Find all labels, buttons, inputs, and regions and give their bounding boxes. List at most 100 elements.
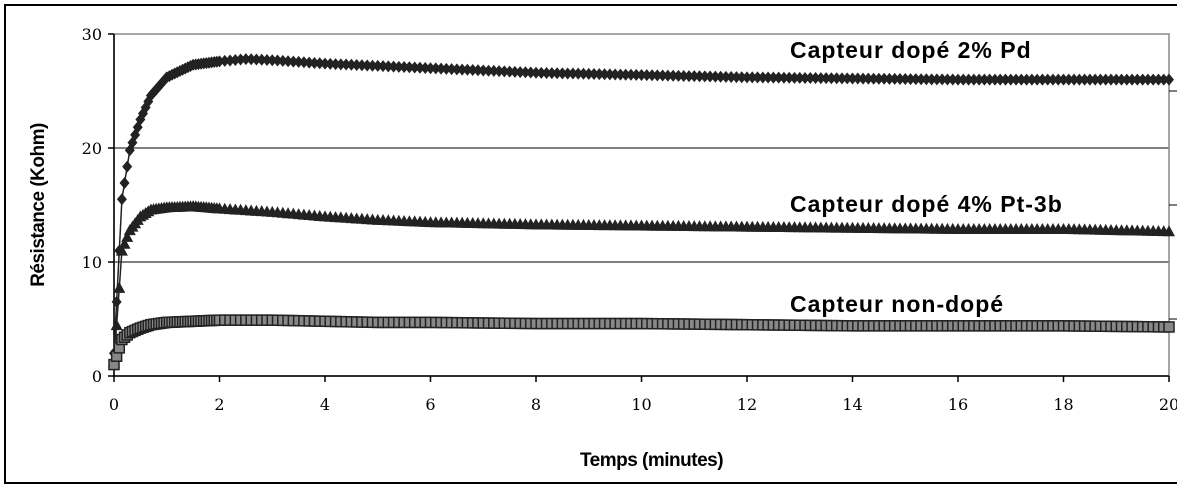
x-tick-label: 2: [214, 395, 224, 414]
data-point: [261, 53, 272, 66]
data-point: [372, 59, 383, 72]
data-point: [536, 66, 547, 79]
data-point: [768, 71, 779, 84]
data-point: [699, 70, 710, 83]
data-point: [1163, 225, 1175, 237]
data-point: [367, 59, 378, 72]
data-point: [110, 319, 123, 331]
data-point: [388, 60, 399, 73]
data-point: [483, 64, 494, 77]
data-point: [1111, 73, 1122, 86]
data-point: [446, 63, 457, 76]
data-point: [668, 69, 679, 82]
data-point: [552, 67, 563, 80]
data-point: [789, 71, 800, 84]
data-point: [430, 62, 441, 75]
data-point: [989, 73, 1000, 86]
data-point: [610, 68, 621, 81]
data-point: [113, 281, 126, 293]
data-point: [472, 64, 483, 77]
data-point: [784, 71, 795, 84]
data-point: [1058, 73, 1069, 86]
data-point: [116, 193, 127, 206]
data-point: [420, 61, 431, 74]
data-point: [921, 73, 932, 86]
data-point: [1132, 73, 1143, 86]
data-point: [1164, 73, 1174, 86]
data-point: [852, 72, 863, 85]
series-label-undoped: Capteur non-dopé: [790, 291, 1004, 317]
data-point: [726, 70, 737, 83]
x-axis-title: Temps (minutes): [580, 450, 723, 471]
data-point: [1148, 73, 1159, 86]
data-point: [631, 68, 642, 81]
data-point: [404, 61, 415, 74]
x-tick-label: 14: [842, 395, 862, 414]
data-point: [541, 66, 552, 79]
data-point: [356, 59, 367, 72]
data-point: [256, 53, 267, 66]
data-point: [821, 72, 832, 85]
data-point: [488, 64, 499, 77]
data-point: [531, 66, 541, 79]
data-point: [873, 72, 884, 85]
data-point: [240, 53, 251, 66]
data-point: [636, 69, 647, 82]
data-point: [1000, 73, 1011, 86]
data-point: [119, 176, 130, 189]
data-point: [1032, 73, 1043, 86]
y-tick-label: 20: [82, 139, 102, 158]
y-tick-label: 0: [92, 367, 102, 386]
data-point: [111, 295, 122, 308]
data-point: [351, 59, 362, 72]
data-point: [118, 237, 131, 249]
data-point: [1127, 73, 1138, 86]
data-point: [953, 73, 963, 86]
data-point: [641, 69, 652, 82]
data-point: [647, 69, 658, 82]
data-point: [1084, 73, 1095, 86]
data-point: [905, 73, 916, 86]
grid-lines: [114, 147, 1169, 263]
data-point: [499, 65, 510, 78]
data-point: [425, 62, 436, 75]
data-point: [599, 68, 610, 81]
data-point: [625, 68, 636, 81]
y-axis-title: Résistance (Kohm): [28, 123, 49, 287]
x-tick-label: 16: [948, 395, 968, 414]
data-point: [916, 73, 927, 86]
data-point: [1163, 321, 1175, 333]
y-tick-label: 10: [82, 253, 102, 272]
data-point: [763, 71, 774, 84]
x-tick-label: 4: [320, 395, 330, 414]
data-point: [995, 73, 1006, 86]
data-point: [805, 72, 816, 85]
data-point: [1005, 73, 1016, 86]
data-point: [467, 64, 478, 77]
data-point: [847, 72, 858, 85]
data-point: [858, 72, 869, 85]
data-point: [383, 60, 394, 73]
data-point: [478, 64, 489, 77]
data-point: [810, 72, 821, 85]
data-point: [968, 73, 979, 86]
data-point: [615, 68, 626, 81]
axis-ticks: 0 10 20 30 0 2 4 6 8 10 12 14 16 18 20: [82, 25, 1177, 414]
data-point: [520, 66, 531, 79]
data-point: [831, 72, 842, 85]
x-tick-label: 18: [1053, 395, 1073, 414]
data-point: [121, 230, 134, 242]
data-point: [900, 73, 911, 86]
data-point: [694, 70, 705, 83]
data-point: [863, 72, 874, 85]
data-point: [879, 72, 890, 85]
data-point: [341, 58, 352, 71]
data-point: [441, 62, 452, 75]
data-point: [1079, 73, 1090, 86]
series-1: [108, 200, 1175, 368]
data-point: [705, 70, 716, 83]
data-point: [868, 72, 879, 85]
data-point: [683, 70, 694, 83]
data-point: [515, 66, 526, 79]
